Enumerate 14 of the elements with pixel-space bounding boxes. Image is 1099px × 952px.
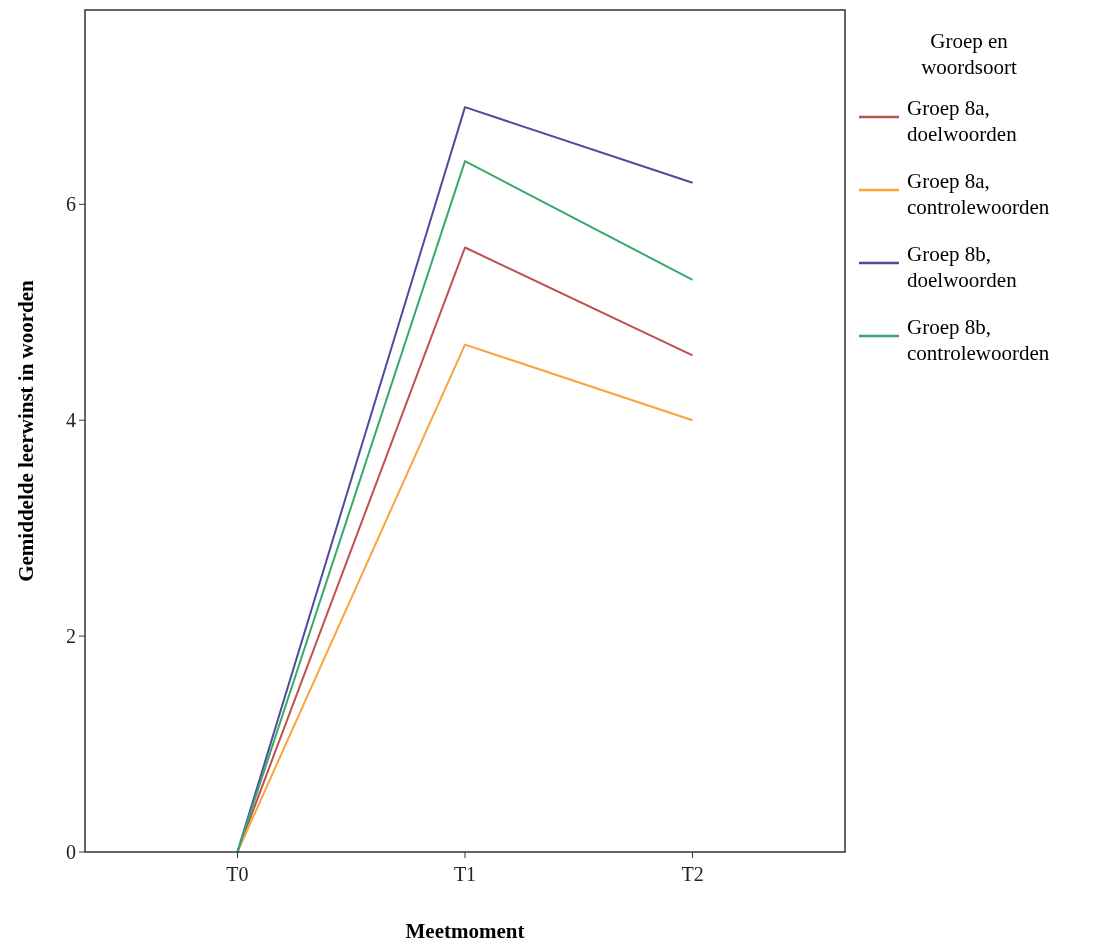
legend-label: Groep 8a, controlewoorden	[907, 169, 1050, 219]
legend-label: Groep 8a, doelwoorden	[907, 96, 1018, 146]
x-tick-label: T2	[681, 863, 704, 885]
x-tick-label: T1	[453, 863, 477, 885]
x-axis-title: Meetmoment	[405, 919, 525, 943]
legend-label: Groep 8b, controlewoorden	[907, 315, 1050, 365]
x-tick-label: T0	[226, 863, 249, 885]
y-axis-title: Gemiddelde leerwinst in woorden	[14, 279, 38, 582]
y-tick-label: 4	[66, 409, 76, 432]
y-tick-label: 2	[66, 625, 76, 648]
legend-title: Groep en woordsoort	[921, 29, 1017, 79]
y-tick-label: 0	[66, 841, 76, 863]
y-tick-label: 6	[66, 193, 76, 216]
legend-label: Groep 8b, doelwoorden	[907, 242, 1018, 292]
